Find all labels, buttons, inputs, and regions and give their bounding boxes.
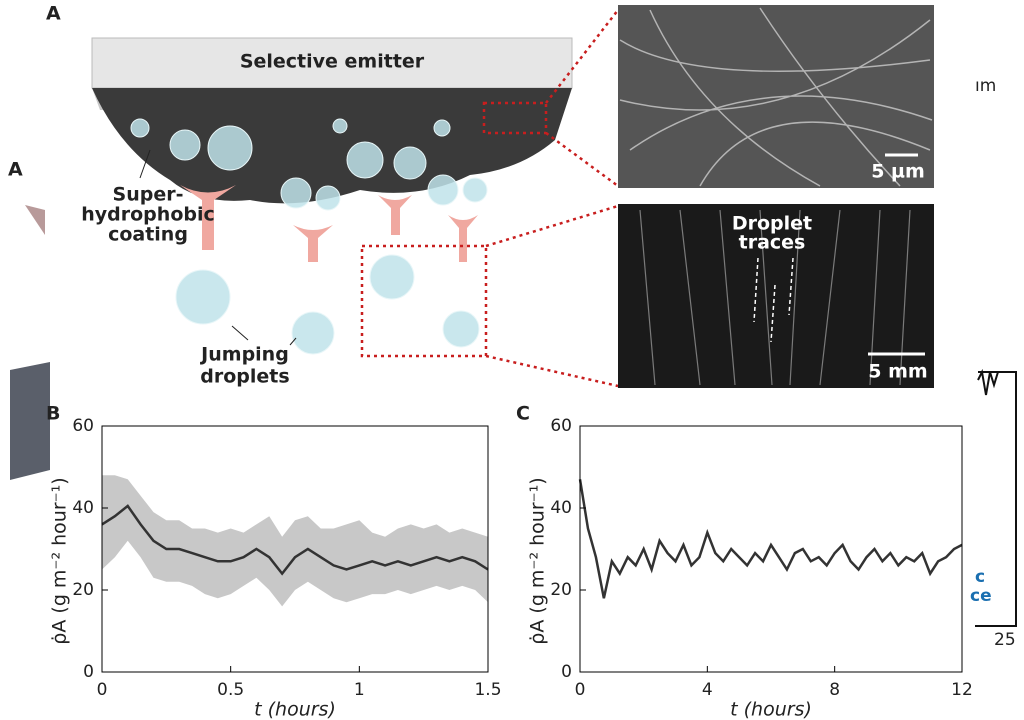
fiber-texture <box>619 7 933 187</box>
arrows <box>180 185 478 262</box>
x-tick-label: 12 <box>951 680 973 700</box>
traces-label: Droplet <box>732 213 812 235</box>
emitter-label: Selective emitter <box>240 51 425 73</box>
panel-letter: C <box>516 403 530 425</box>
fragment-text: 25 <box>994 630 1016 650</box>
x-tick-label: 8 <box>829 680 840 700</box>
coating-label: coating <box>108 224 188 246</box>
x-tick-label: 4 <box>702 680 713 700</box>
error-band <box>102 475 488 607</box>
y-axis-label: ρ̇A (g m⁻² hour⁻¹) <box>49 477 71 644</box>
droplets-label: Jumping <box>199 344 289 366</box>
x-tick-label: 0 <box>97 680 108 700</box>
fragment-letter: A <box>8 159 23 181</box>
data-line <box>578 479 963 599</box>
panel-letter: A <box>46 3 61 25</box>
trace-arrows <box>753 257 794 343</box>
coating-label: Super- <box>113 184 184 206</box>
x-tick-label: 1 <box>354 680 365 700</box>
droplets-label: droplets <box>200 366 289 388</box>
traces-label: traces <box>739 232 806 254</box>
pointer <box>231 325 249 341</box>
pointer <box>139 149 151 179</box>
x-tick-label: 0 <box>575 680 586 700</box>
fragment-shape <box>10 362 50 480</box>
x-axis-label: t (hours) <box>730 699 812 720</box>
fragment-line <box>977 368 999 396</box>
droplets <box>130 118 488 355</box>
plot-frame <box>101 425 489 673</box>
scale-label: 5 mm <box>868 361 927 383</box>
scale-label: 5 µm <box>871 161 925 183</box>
fragment-text: c <box>975 567 985 587</box>
trace-texture <box>639 209 911 386</box>
zoom-frames <box>360 9 619 388</box>
y-tick-label: 60 <box>72 416 94 436</box>
x-tick-label: 0.5 <box>217 680 244 700</box>
trace-image <box>618 204 934 388</box>
x-axis-label: t (hours) <box>254 699 336 720</box>
y-axis-label: ρ̇A (g m⁻² hour⁻¹) <box>527 477 549 644</box>
y-tick-label: 40 <box>72 498 94 518</box>
pointer <box>289 337 297 346</box>
fragment-text: ım <box>975 76 996 96</box>
data-line <box>101 504 489 576</box>
y-tick-label: 20 <box>72 580 94 600</box>
coating <box>92 88 572 204</box>
fragment-text: ce <box>970 586 992 606</box>
y-tick-label: 0 <box>561 662 572 682</box>
y-tick-label: 40 <box>550 498 572 518</box>
y-tick-label: 0 <box>83 662 94 682</box>
x-tick-label: 1.5 <box>474 680 501 700</box>
panel-letter: B <box>46 403 60 425</box>
plot-frame <box>579 425 963 673</box>
y-tick-label: 60 <box>550 416 572 436</box>
fragment-shape <box>25 205 45 235</box>
coating-label: hydrophobic <box>81 204 215 226</box>
y-tick-label: 20 <box>550 580 572 600</box>
